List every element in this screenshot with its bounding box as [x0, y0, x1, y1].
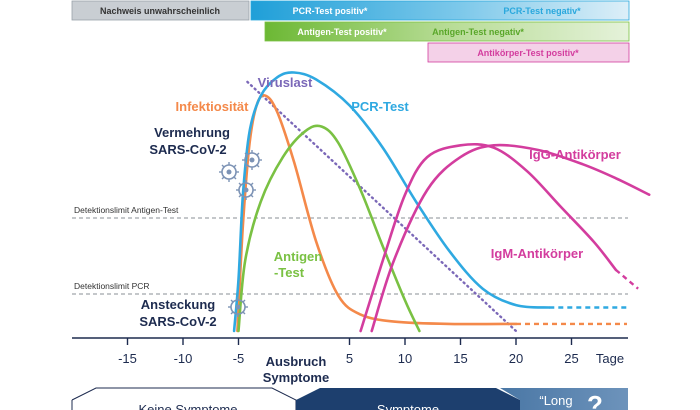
series-labels: Viruslast Infektiosität PCR-Test Antigen…: [176, 75, 621, 280]
virus-icon: [242, 150, 262, 170]
band-question: ?: [587, 390, 603, 410]
x-axis-unit: Tage: [596, 351, 624, 366]
detection-limits: Detektionslimit Antigen-Test Detektionsl…: [72, 205, 628, 295]
virus-icon: [219, 162, 239, 182]
bar-antigen: [264, 21, 630, 42]
label-pcr-test: PCR-Test: [351, 99, 409, 114]
bar-nachweis-unwahrscheinlich: [71, 0, 250, 21]
label-igg: IgG-Antikörper: [529, 147, 621, 162]
band-symptome-shape: [296, 388, 520, 410]
virus-icon: [228, 297, 248, 317]
bar-pcr: [250, 0, 630, 21]
series-line-igm-antik-rper: [359, 142, 618, 333]
series-line-antigen-test: [237, 124, 421, 333]
label-infektiositaet: Infektiosität: [176, 99, 250, 114]
x-tick-label: -5: [233, 351, 245, 366]
series-curves: [232, 71, 651, 333]
series-line-pcr-test: [232, 71, 551, 333]
label-igm: IgM-Antikörper: [491, 246, 583, 261]
x-tick-label: 5: [346, 351, 353, 366]
series-igm-tail: [615, 268, 639, 290]
bar-label-nachweis: Nachweis unwahrscheinlich: [100, 6, 220, 16]
annotation-ansteckung-virus: SARS-CoV-2: [139, 314, 216, 329]
bar-label-antikoerper-positiv: Antikörper-Test positiv*: [477, 48, 579, 58]
band-long-shape: [500, 388, 628, 410]
virus-icons: [219, 150, 262, 317]
annotation-ansteckung: Ansteckung: [141, 297, 215, 312]
x-tick-label: 25: [564, 351, 578, 366]
annotations: Vermehrung SARS-CoV-2 Ansteckung SARS-Co…: [139, 125, 230, 329]
label-antigen-line1: Antigen: [274, 249, 322, 264]
antigen-limit-label: Detektionslimit Antigen-Test: [74, 205, 179, 215]
bar-antikoerper: [427, 42, 630, 63]
x-zero-label-line1: Ausbruch: [266, 354, 327, 369]
x-tick-label: 10: [398, 351, 412, 366]
series-line-igg-antik-rper: [370, 143, 651, 333]
annotation-vermehrung: Vermehrung: [154, 125, 230, 140]
band-long: “Long: [539, 393, 572, 408]
pcr-limit-label: Detektionslimit PCR: [74, 281, 150, 291]
x-tick-label: 15: [453, 351, 467, 366]
series-line-infektiosit-t: [236, 94, 518, 333]
label-viruslast: Viruslast: [258, 75, 313, 90]
bar-label-pcr-positiv: PCR-Test positiv*: [293, 6, 368, 16]
series-line-viruslast: [246, 80, 518, 333]
bar-label-antigen-negativ: Antigen-Test negativ*: [432, 27, 524, 37]
x-tick-label: 20: [509, 351, 523, 366]
bar-label-pcr-negativ: PCR-Test negativ*: [503, 6, 581, 16]
x-axis: -15 -10 -5 5 10 15 20 25 Tage Ausbruch Symptome: [72, 337, 628, 385]
band-symptome: Symptome: [377, 402, 439, 410]
band-keine-symptome: Keine Symptome: [139, 402, 238, 410]
x-ticks: -15 -10 -5 5 10 15 20 25: [118, 338, 579, 366]
virus-icon: [236, 180, 256, 200]
x-zero-label-line2: Symptome: [263, 370, 329, 385]
test-result-bars: Nachweis unwahrscheinlich PCR-Test posit…: [71, 0, 630, 63]
x-tick-label: -15: [118, 351, 137, 366]
label-antigen-line2: -Test: [274, 265, 305, 280]
x-tick-label: -10: [174, 351, 193, 366]
annotation-vermehrung-virus: SARS-CoV-2: [149, 142, 226, 157]
bar-label-antigen-positiv: Antigen-Test positiv*: [297, 27, 387, 37]
bottom-bands: Keine Symptome Symptome “Long ?: [71, 387, 628, 410]
